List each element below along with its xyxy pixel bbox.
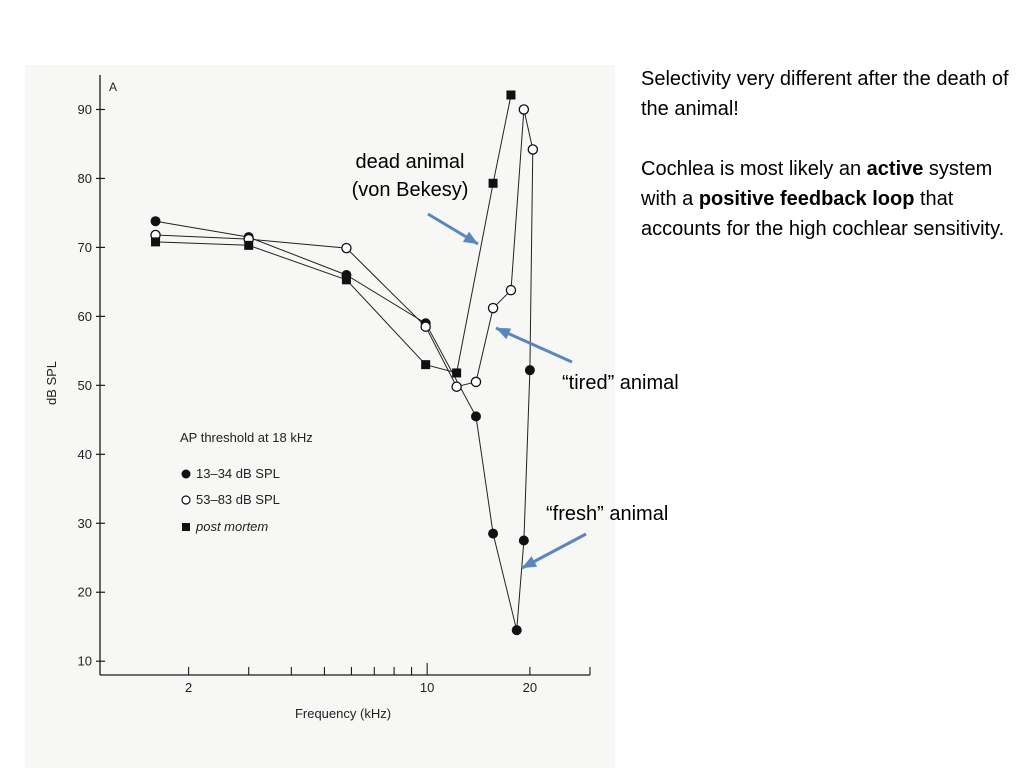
legend-open-circle-marker [181,495,191,505]
y-tick-label: 30 [78,516,92,531]
y-tick-label: 80 [78,171,92,186]
dead-animal-label: dead animal [355,151,465,173]
series-line-2 [155,109,534,388]
fresh-animal-arrow [521,532,587,570]
data-point-open-circle [451,381,462,392]
data-point-open-circle [527,144,539,155]
data-point-filled-circle [470,411,481,422]
data-point-filled-circle [518,535,529,546]
x-axis-label: Frequency (kHz) [295,706,391,721]
dead-animal-arrow [427,212,479,246]
data-point-open-circle [341,242,352,254]
data-point-filled-circle [511,625,522,636]
selectivity-paragraph: Selectivity very different after the dea… [641,68,1009,120]
data-point-square [151,237,161,247]
data-point-filled-circle [150,216,161,227]
data-point-square [506,90,516,100]
y-tick-label: 40 [78,447,92,462]
tired-animal-arrow [495,326,573,364]
series-line-3 [155,94,512,374]
y-tick-label: 60 [78,309,92,324]
x-tick-label: 2 [185,680,192,695]
legend-entry-3: post mortem [195,519,268,534]
figure-panel [25,65,615,768]
arrow-head [522,556,538,568]
legend-entry-1: 13–34 dB SPL [196,466,280,481]
positive-feedback-words: positive feedback loop [698,188,915,210]
cochlea-text-1: Cochlea is most likely an [641,158,867,180]
y-tick-label: 90 [78,102,92,117]
axes-layer: 10 20 30 40 50 60 70 80 90 2 10 20 Frequency (kHz) dB… [44,75,591,721]
legend-layer: AP threshold at 18 kHz 13–34 dB SPL 53–83 … [180,430,313,534]
legend-title: AP threshold at 18 kHz [180,430,313,445]
data-point-filled-circle [488,528,499,539]
data-point-open-circle [470,376,482,388]
right-text-block: Selectivity very different after the dea… [641,64,1011,244]
arrow-head [462,231,478,244]
cochlea-text-3: that accounts for the high cochlear sens… [641,188,1005,240]
arrow-head [496,328,512,340]
data-point-filled-circle [524,365,535,376]
data-point-open-circle [505,284,517,296]
panel-label: A [109,80,117,94]
y-axis-label: dB SPL [44,361,59,405]
y-tick-label: 20 [78,585,92,600]
active-word: active [866,158,924,180]
x-tick-label: 20 [523,680,537,695]
arrows-layer [427,212,587,570]
legend-filled-circle-marker [181,469,191,479]
cochlea-text-2: system with a [641,158,993,210]
x-tick-label: 10 [420,680,434,695]
data-point-open-circle [487,302,499,314]
markers-layer [150,90,539,636]
data-point-square [452,368,462,378]
tired-animal-annotation: “tired” animal [562,372,679,394]
data-point-square [488,178,498,188]
y-tick-label: 70 [78,240,92,255]
data-point-open-circle [420,321,431,332]
cochlea-paragraph: Cochlea is most likely an active system … [641,154,1011,244]
dead-animal-annotation: dead animal (von Bekesy) [330,148,490,204]
legend-square-marker [182,523,190,531]
y-tick-label: 50 [78,378,92,393]
legend-entry-2: 53–83 dB SPL [196,492,280,507]
data-point-open-circle [518,104,530,115]
data-point-square [244,240,254,250]
y-tick-label: 10 [78,654,92,669]
series-line-1 [155,149,534,631]
data-point-square [341,275,351,285]
data-point-square [421,360,431,370]
fresh-animal-annotation: “fresh” animal [546,503,669,525]
von-bekesy-label: (von Bekesy) [351,179,469,201]
